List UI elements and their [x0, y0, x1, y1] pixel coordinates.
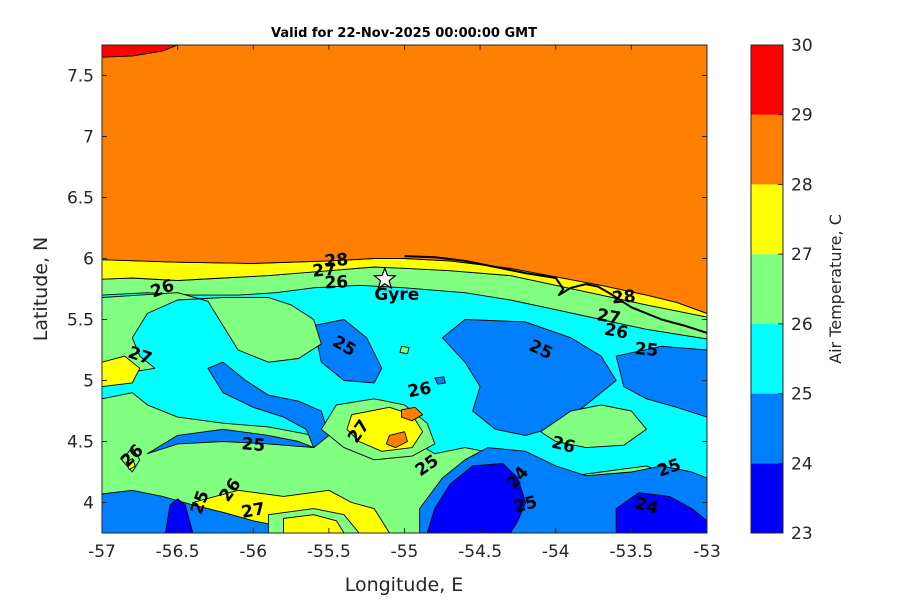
x-tick-label: -54.5: [458, 542, 502, 562]
x-tick-label: -56.5: [156, 542, 200, 562]
x-tick-label: -53: [693, 542, 721, 562]
y-tick-label: 5: [83, 372, 94, 392]
colorbar-tick-label: 28: [791, 175, 813, 195]
colorbar-segment-5: [751, 114, 783, 185]
contour-region-29: [434, 376, 446, 385]
contour-label-8: 25: [241, 434, 266, 456]
contour-label-0: 28: [324, 250, 349, 272]
contour-region-24: [385, 431, 408, 449]
contour-region-13: [426, 463, 526, 533]
colorbar-segment-3: [751, 254, 783, 324]
contour-label-1: 27: [312, 260, 337, 282]
coastline-line: [404, 255, 707, 334]
colorbar-tick-label: 24: [791, 454, 813, 474]
contour-region-4: [102, 45, 179, 58]
y-tick-label: 7.5: [67, 67, 94, 87]
y-axis-label: Latitude, N: [30, 237, 52, 342]
x-tick-label: -55.5: [307, 542, 351, 562]
colorbar-segment-0: [751, 463, 783, 533]
coastline: [404, 255, 707, 334]
site-star-icon: [372, 266, 397, 290]
colorbar-frame: [750, 44, 784, 534]
contour-region-16: [313, 319, 383, 384]
contour-label-21: 25: [634, 339, 659, 361]
contour-region-15: [146, 361, 330, 455]
x-tick-label: -53.5: [609, 542, 653, 562]
y-tick-label: 4.5: [67, 433, 94, 453]
colorbar-segment-2: [751, 323, 783, 394]
colorbar-tick-label: 25: [791, 385, 813, 405]
contour-region-7: [102, 489, 330, 533]
x-tick-label: -54: [542, 542, 570, 562]
site-label: Gyre: [374, 285, 419, 305]
contour-label-20: 26: [603, 320, 630, 344]
contour-region-27: [125, 458, 136, 471]
contour-region-14: [615, 492, 707, 533]
y-tick-label: 6: [83, 250, 94, 270]
chart-title: Valid for 22-Nov-2025 00:00:00 GMT: [271, 26, 537, 41]
colorbar-segment-6: [751, 45, 783, 115]
colorbar-tick-label: 29: [791, 106, 813, 126]
contour-region-20: [102, 292, 322, 375]
contour-label-12: 27: [240, 499, 267, 523]
y-axis-ticks: 4 4.5 5 5.5 6 6.5 7 7.5: [67, 67, 707, 514]
contour-region-18: [615, 345, 707, 418]
colorbar-segment-1: [751, 393, 783, 464]
x-axis-label: Longitude, E: [345, 574, 464, 596]
contour-label-2: 26: [324, 272, 349, 293]
contour-region-25: [401, 406, 424, 422]
y-tick-label: 5.5: [67, 311, 94, 331]
x-tick-label: -56: [239, 542, 267, 562]
contour-region-28: [399, 345, 410, 355]
contour-label-6: 26: [406, 378, 433, 402]
site-marker: Gyre: [372, 266, 419, 305]
colorbar-tick-label: 27: [791, 245, 813, 265]
x-tick-label: -55: [391, 542, 419, 562]
x-tick-label: -57: [88, 542, 116, 562]
y-tick-label: 4: [83, 494, 94, 514]
contour-label-18: 28: [611, 287, 636, 309]
contour-label-19: 27: [595, 305, 622, 329]
y-tick-label: 6.5: [67, 189, 94, 209]
colorbar-label: Air Temperature, C: [826, 214, 845, 364]
x-axis-ticks: -57 -56.5 -56 -55.5 -55 -54.5 -54 -53.5 -53: [88, 45, 721, 562]
y-tick-label: 7: [83, 128, 94, 148]
contour-region-11: [165, 498, 194, 533]
colorbar-tick-label: 23: [791, 524, 813, 544]
colorbar-tick-label: 26: [791, 315, 813, 335]
colorbar-tick-label: 30: [791, 36, 813, 56]
contour-region-21: [102, 355, 141, 388]
colorbar: 23 24 25 26 27 28 29 30: [750, 36, 813, 544]
colorbar-segment-4: [751, 184, 783, 255]
contour-region-19: [540, 404, 647, 449]
temperature-regions: [102, 45, 707, 533]
